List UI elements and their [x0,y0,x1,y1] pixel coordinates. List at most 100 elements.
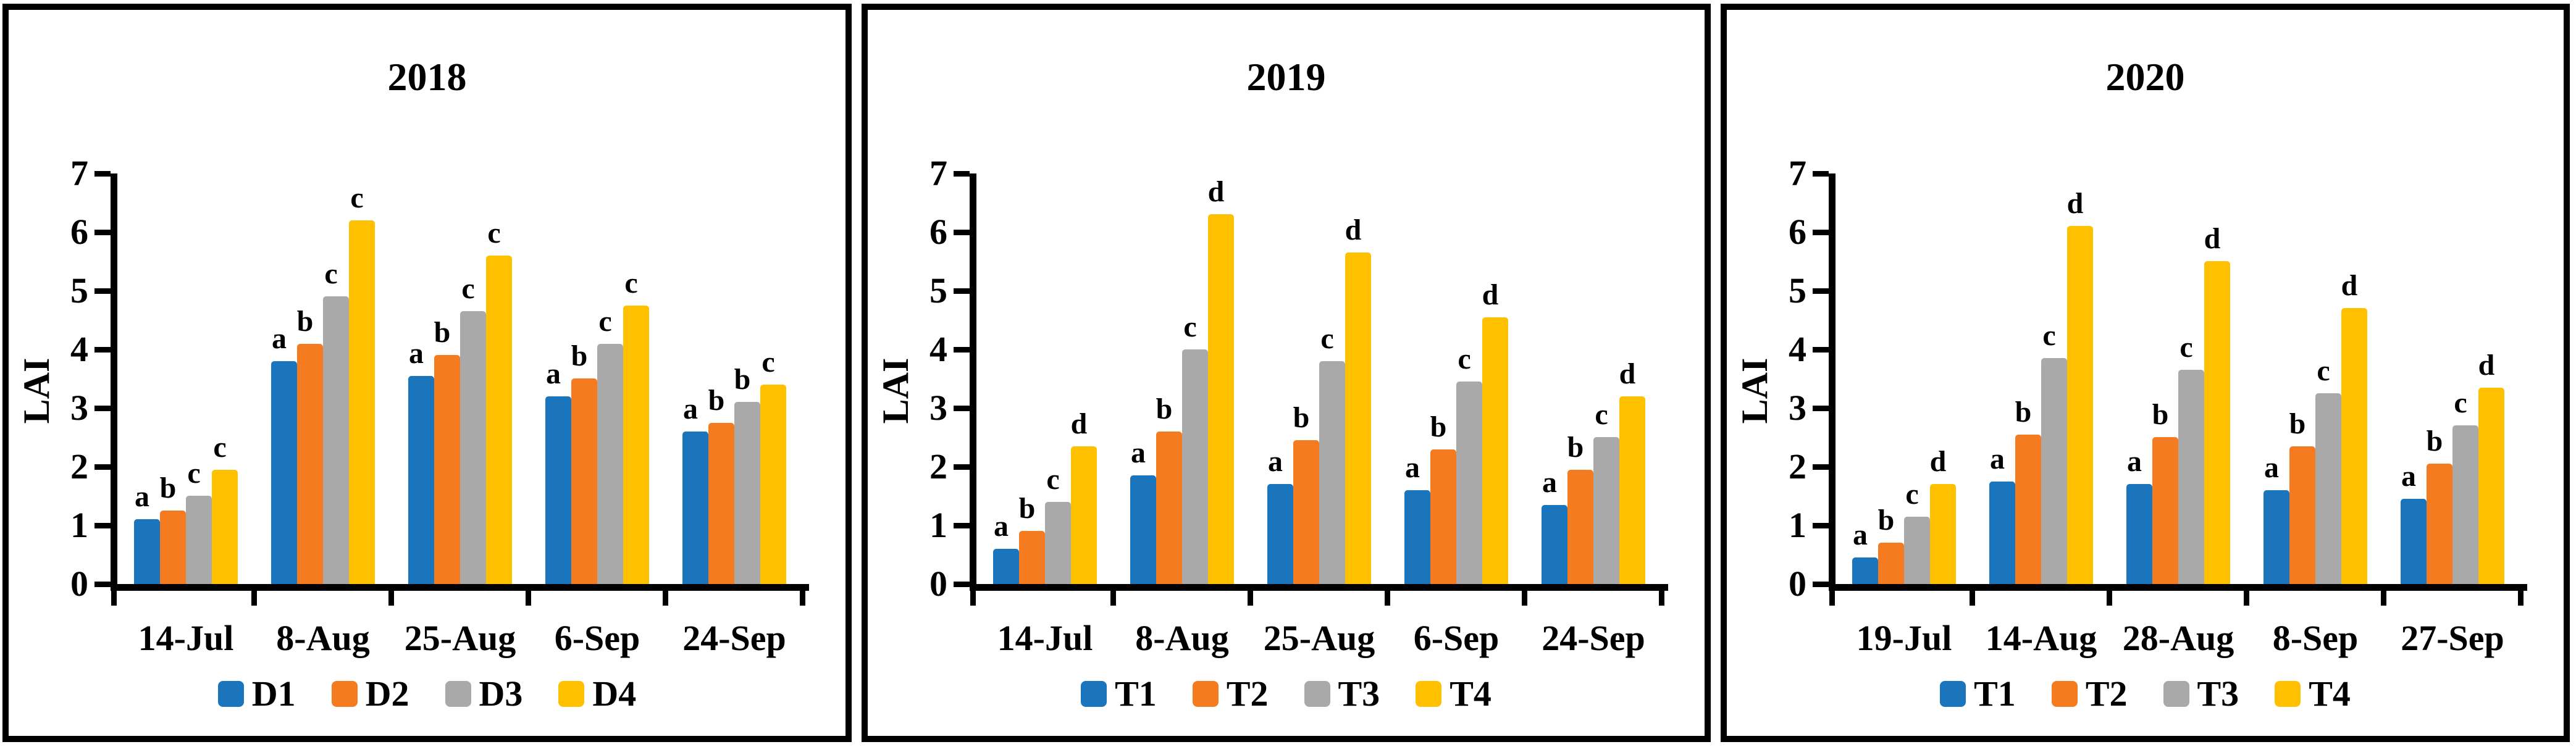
sig-letter: c [1905,478,1919,511]
x-tick-mark [2381,591,2386,606]
sig-letter: d [1070,407,1088,440]
legend: D1 D2 D3 D4 [9,675,845,712]
x-tick-mark [1659,591,1664,606]
sig-letter: c [487,217,501,249]
panel-year-title: 2020 [2105,55,2185,99]
x-category-label: 27-Sep [2401,618,2504,658]
x-category-label: 14-Jul [138,618,234,658]
x-tick-mark [1829,591,1835,606]
bar-T3-25-Aug [1319,361,1345,584]
x-category-label: 6-Sep [554,618,640,658]
y-tick-mark [954,230,970,235]
y-tick-label: 6 [70,212,88,252]
sig-letter: c [350,182,364,214]
sig-letter: b [1877,504,1895,536]
y-axis-line [1829,173,1836,591]
sig-letter: c [2454,386,2467,419]
bar-T4-28-Aug [2204,261,2230,584]
bar-T3-8-Sep [2315,393,2341,584]
x-axis-line [1829,584,2527,591]
legend-swatch-icon [1192,681,1219,707]
y-axis-label: LAI [16,357,57,424]
y-tick-mark [954,582,970,587]
sig-letter: c [213,431,227,464]
bar-T1-27-Sep [2401,499,2427,584]
bar-T4-14-Aug [2067,226,2093,584]
plot-area: 0 1 2 3 4 5 6 7 LAI a b c c 14-Jul a b c c 8-Aug a b c c 25-Aug… [9,10,845,736]
y-tick-label: 6 [929,212,947,252]
sig-letter: b [1018,492,1036,525]
bar-T4-6-Sep [1482,317,1508,584]
sig-letter: a [1542,466,1557,499]
bar-D2-24-Sep [708,423,734,584]
legend-label: T1 [1974,674,2016,714]
sig-letter: d [2341,269,2358,302]
y-tick-mark [94,406,111,411]
y-tick-mark [94,582,111,587]
sig-letter: b [708,384,725,417]
bar-D3-14-Jul [186,496,212,584]
legend-swatch-icon [2275,681,2301,707]
sig-letter: c [1183,311,1197,343]
y-axis-label: LAI [875,357,916,424]
y-tick-mark [94,288,111,294]
sig-letter: a [1131,436,1146,469]
sig-letter: b [296,305,314,338]
sig-letter: a [409,337,424,370]
bar-T2-25-Aug [1293,440,1319,584]
sig-letter: d [2066,187,2084,220]
bar-T1-24-Sep [1542,505,1567,584]
bar-T3-8-Aug [1182,349,1208,584]
legend-label: D3 [479,674,523,714]
x-tick-mark [111,591,117,606]
x-tick-mark [1248,591,1253,606]
legend-item-T2: T2 [2051,675,2128,712]
x-tick-mark [1385,591,1390,606]
bar-T3-24-Sep [1593,437,1619,584]
sig-letter: a [1990,443,2005,475]
y-tick-mark [94,464,111,470]
x-tick-mark [2107,591,2112,606]
bar-D1-8-Aug [271,361,297,584]
y-tick-label: 2 [929,446,947,486]
sig-letter: d [1345,214,1362,246]
y-axis-label: LAI [1734,357,1775,424]
sig-letter: a [546,357,561,390]
legend-item-T3: T3 [1304,675,1380,712]
y-axis-line [111,173,117,591]
x-category-label: 14-Jul [997,618,1093,658]
bar-D2-6-Sep [571,378,597,584]
legend-label: T2 [1226,674,1269,714]
x-tick-mark [526,591,531,606]
y-tick-label: 2 [1789,446,1806,486]
bar-D1-14-Jul [134,519,160,584]
panel-year-title: 2019 [1246,55,1326,99]
legend-label: T3 [1338,674,1380,714]
plot-area: 0 1 2 3 4 5 6 7 LAI a b c d 19-Jul a b c d 14-Aug a b c d 28-Au… [1727,10,2564,736]
sig-letter: c [761,346,775,378]
sig-letter: b [571,340,588,372]
legend-swatch-icon [2163,681,2189,707]
bar-D1-24-Sep [682,432,708,584]
x-category-label: 14-Aug [1985,618,2097,658]
sig-letter: c [598,305,612,338]
legend-item-D1: D1 [217,674,296,714]
x-tick-mark [1522,591,1527,606]
y-tick-mark [1813,523,1829,528]
sig-letter: d [2204,222,2221,255]
x-category-label: 8-Aug [1135,618,1229,658]
legend: T1 T2 T3 T4 [1727,675,2564,712]
sig-letter: b [734,363,751,396]
legend-label: T4 [2309,674,2351,714]
sig-letter: a [683,393,698,425]
bar-T2-24-Sep [1567,470,1593,584]
sig-letter: a [994,510,1009,543]
sig-letter: c [2180,331,2193,364]
legend-label: D1 [251,674,296,714]
x-category-label: 28-Aug [2122,618,2234,658]
y-tick-label: 1 [1789,505,1806,545]
bar-D2-8-Aug [297,344,323,584]
x-tick-mark [1970,591,1975,606]
sig-letter: b [1293,401,1310,434]
